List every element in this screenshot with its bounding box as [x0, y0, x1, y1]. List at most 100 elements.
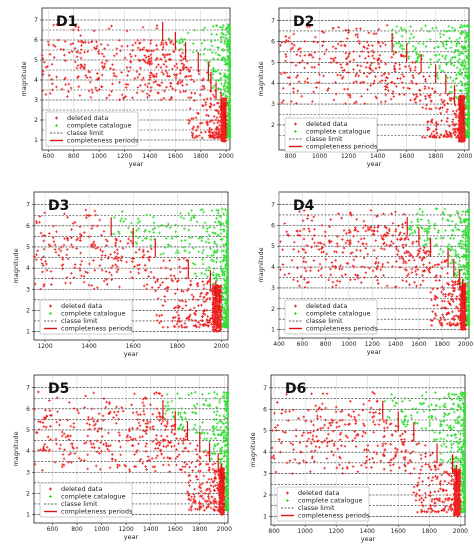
deleted-point — [200, 319, 203, 322]
deleted-point — [43, 211, 47, 215]
deleted-point — [41, 234, 45, 238]
deleted-point — [192, 80, 196, 83]
deleted-point — [362, 256, 366, 260]
deleted-point — [327, 278, 331, 282]
complete-point — [190, 236, 194, 239]
complete-point — [224, 243, 228, 246]
deleted-point — [340, 267, 344, 271]
complete-point — [462, 246, 465, 250]
deleted-point — [313, 65, 316, 69]
deleted-point — [101, 250, 104, 253]
deleted-point — [74, 60, 77, 64]
deleted-point — [461, 319, 465, 322]
complete-point — [200, 239, 204, 243]
deleted-point — [440, 267, 444, 270]
deleted-point — [80, 40, 84, 44]
deleted-point — [146, 95, 149, 99]
deleted-point — [336, 42, 340, 46]
complete-point — [124, 217, 127, 221]
complete-point — [421, 227, 424, 230]
complete-point — [429, 63, 433, 66]
deleted-point — [284, 59, 287, 63]
deleted-point — [352, 50, 356, 53]
deleted-point — [131, 96, 134, 100]
deleted-point — [377, 224, 380, 228]
complete-point — [438, 67, 441, 70]
deleted-point — [94, 86, 98, 90]
complete-point — [462, 218, 465, 222]
limit-legend-label: classe limit — [306, 135, 343, 143]
complete-legend-marker — [294, 312, 297, 315]
deleted-point — [73, 263, 77, 266]
deleted-point — [320, 247, 323, 251]
deleted-point — [434, 314, 438, 317]
deleted-point — [114, 255, 118, 258]
deleted-point — [448, 131, 451, 134]
deleted-point — [386, 261, 390, 264]
deleted-point — [344, 273, 347, 276]
complete-point — [223, 207, 227, 211]
complete-point — [459, 216, 462, 220]
complete-point — [467, 221, 471, 225]
deleted-point — [421, 279, 425, 283]
deleted-point — [338, 267, 341, 271]
complete-point — [466, 119, 470, 123]
deleted-point — [439, 274, 442, 278]
complete-point — [467, 275, 471, 279]
complete-point — [216, 233, 220, 237]
deleted-point — [83, 231, 86, 234]
deleted-point — [356, 276, 360, 280]
complete-point — [213, 39, 217, 42]
periods-legend-label: completeness periods — [61, 325, 133, 333]
deleted-point — [307, 280, 311, 284]
complete-point — [219, 223, 223, 227]
complete-point — [424, 24, 427, 28]
deleted-point — [216, 121, 220, 125]
panel-label: D4 — [293, 198, 315, 214]
deleted-point — [295, 229, 299, 233]
deleted-point — [458, 139, 462, 142]
deleted-point — [382, 234, 385, 238]
complete-point — [204, 268, 208, 272]
complete-point — [192, 213, 196, 217]
complete-point — [441, 54, 444, 58]
deleted-legend-label: deleted data — [306, 302, 347, 310]
deleted-point — [198, 323, 202, 326]
deleted-point — [321, 44, 324, 47]
deleted-point — [412, 258, 416, 262]
complete-point — [465, 54, 468, 58]
complete-point — [207, 268, 211, 272]
complete-point — [220, 82, 223, 86]
complete-point — [464, 240, 467, 244]
deleted-point — [426, 268, 430, 271]
deleted-point — [82, 275, 86, 278]
deleted-point — [302, 248, 306, 252]
complete-point — [457, 53, 461, 57]
complete-point — [222, 322, 226, 326]
deleted-point — [169, 268, 172, 271]
complete-point — [420, 225, 423, 229]
complete-point — [158, 231, 161, 235]
deleted-point — [331, 285, 334, 289]
deleted-point — [57, 38, 60, 42]
deleted-point — [448, 323, 451, 326]
deleted-point — [372, 233, 376, 236]
deleted-point — [374, 32, 378, 35]
deleted-point — [102, 229, 106, 233]
complete-point — [453, 56, 457, 59]
deleted-point — [84, 74, 88, 77]
deleted-point — [112, 74, 116, 78]
deleted-point — [384, 234, 388, 238]
deleted-point — [451, 109, 455, 113]
complete-point — [192, 246, 195, 250]
deleted-point — [93, 268, 97, 272]
deleted-point — [138, 73, 141, 76]
deleted-point — [375, 96, 379, 100]
deleted-point — [46, 65, 49, 68]
complete-point — [436, 45, 440, 49]
y-tick-label: 3 — [271, 285, 275, 292]
complete-point — [437, 252, 441, 256]
deleted-point — [80, 234, 83, 237]
deleted-point — [340, 274, 344, 278]
deleted-point — [391, 242, 395, 245]
